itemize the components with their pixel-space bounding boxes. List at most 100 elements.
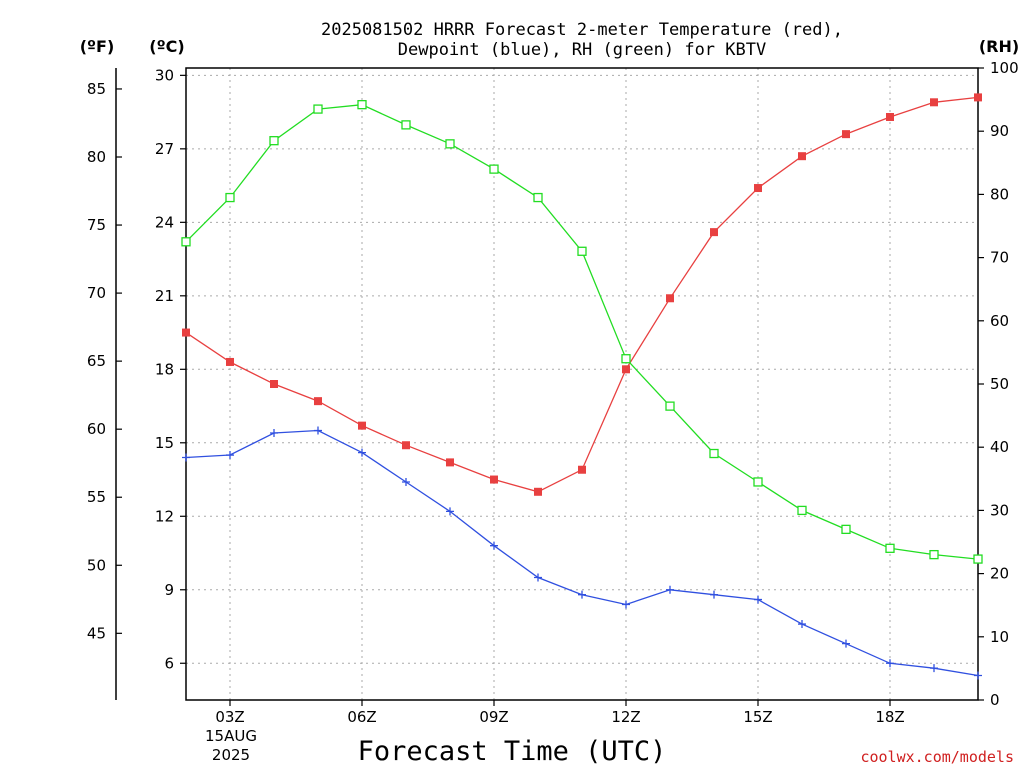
rh-point xyxy=(885,543,895,553)
rh-tick-label: 100 xyxy=(990,59,1019,77)
rh-point xyxy=(797,505,807,516)
celsius-tick-label: 15 xyxy=(155,434,174,452)
dewpoint-point xyxy=(798,620,806,629)
celsius-tick-label: 24 xyxy=(155,213,174,231)
x-tick-label: 18Z xyxy=(875,708,904,726)
date-label-year: 2025 xyxy=(212,746,250,764)
rh-tick-label: 50 xyxy=(990,375,1009,393)
fahrenheit-tick-label: 65 xyxy=(87,352,106,370)
rh-point xyxy=(621,354,631,364)
data-series xyxy=(181,93,983,680)
rh-point xyxy=(973,554,983,564)
rh-tick-label: 20 xyxy=(990,565,1009,583)
dewpoint-point xyxy=(578,590,586,599)
temperature-point xyxy=(710,228,718,237)
rh-point xyxy=(929,549,939,560)
rh-tick-label: 10 xyxy=(990,628,1009,646)
rh-tick-label: 80 xyxy=(990,185,1009,203)
celsius-tick-label: 9 xyxy=(164,581,174,599)
chart-title-line-2: Dewpoint (blue), RH (green) for KBTV xyxy=(398,40,766,60)
chart-title-line-1: 2025081502 HRRR Forecast 2-meter Tempera… xyxy=(321,20,843,40)
dewpoint-point xyxy=(886,659,894,668)
temperature-point xyxy=(490,475,498,484)
rh-tick-label: 30 xyxy=(990,501,1009,519)
dewpoint-point xyxy=(754,595,762,604)
rh-point xyxy=(269,136,279,146)
x-axis-title: Forecast Time (UTC) xyxy=(358,736,667,767)
rh-tick-label: 0 xyxy=(990,691,1000,709)
temperature-point xyxy=(842,130,850,139)
fahrenheit-tick-label: 70 xyxy=(87,284,106,302)
rh-point xyxy=(841,524,851,535)
rh-tick-label: 60 xyxy=(990,312,1009,330)
dewpoint-point xyxy=(490,541,498,550)
dewpoint-point xyxy=(446,507,454,516)
rh-point xyxy=(181,237,191,247)
x-tick-label: 15Z xyxy=(743,708,772,726)
dewpoint-point xyxy=(710,590,718,599)
rh-point xyxy=(445,139,455,149)
dewpoint-point xyxy=(358,448,366,457)
dewpoint-point xyxy=(270,428,278,437)
rh-point xyxy=(577,246,587,256)
temperature-point xyxy=(534,487,542,496)
dewpoint-point xyxy=(842,639,850,648)
dewpoint-point xyxy=(622,600,630,609)
rh-point xyxy=(709,448,719,459)
temperature-point xyxy=(402,441,410,450)
dewpoint-point xyxy=(974,671,982,680)
celsius-tick-label: 30 xyxy=(155,66,174,84)
temperature-point xyxy=(270,380,278,388)
temperature-point xyxy=(622,365,630,374)
dewpoint-point xyxy=(930,664,938,673)
temperature-point xyxy=(666,294,674,303)
dewpoint-point xyxy=(666,585,674,594)
celsius-tick-label: 27 xyxy=(155,140,174,158)
temperature-point xyxy=(886,112,894,121)
celsius-tick-label: 12 xyxy=(155,507,174,525)
temperature-point xyxy=(358,421,366,430)
grid-lines xyxy=(186,68,978,700)
fahrenheit-tick-label: 60 xyxy=(87,420,106,438)
celsius-tick-label: 6 xyxy=(164,654,174,672)
fahrenheit-tick-label: 85 xyxy=(87,80,106,98)
dewpoint-point xyxy=(402,477,410,486)
celsius-tick-label: 18 xyxy=(155,360,174,378)
fahrenheit-tick-label: 75 xyxy=(87,216,106,234)
fahrenheit-tick-label: 55 xyxy=(87,488,106,506)
temperature-point xyxy=(314,397,322,406)
rh-point xyxy=(313,104,323,114)
rh-tick-label: 40 xyxy=(990,438,1009,456)
temperature-point xyxy=(182,328,190,337)
rh-point xyxy=(489,164,499,174)
temperature-point xyxy=(798,152,806,161)
rh-tick-label: 70 xyxy=(990,249,1009,267)
temperature-point xyxy=(974,93,982,102)
temperature-point xyxy=(930,98,938,107)
temperature-point xyxy=(226,357,234,366)
x-tick-label: 06Z xyxy=(347,708,376,726)
temperature-point xyxy=(446,458,454,467)
x-tick-label: 12Z xyxy=(611,708,640,726)
fahrenheit-tick-label: 80 xyxy=(87,148,106,166)
x-tick-label: 09Z xyxy=(479,708,508,726)
rh-point xyxy=(753,477,763,487)
credit-text: coolwx.com/models xyxy=(860,748,1014,766)
rh-tick-label: 90 xyxy=(990,122,1009,140)
rh-point xyxy=(533,192,543,203)
temperature-point xyxy=(578,465,586,474)
date-label-day: 15AUG xyxy=(205,727,257,745)
fahrenheit-tick-label: 50 xyxy=(87,556,106,574)
rh-point xyxy=(665,401,675,411)
fahrenheit-tick-label: 45 xyxy=(87,624,106,642)
rh-point xyxy=(357,100,367,110)
dewpoint-point xyxy=(182,453,190,462)
temperature-point xyxy=(754,184,762,193)
dewpoint-point xyxy=(534,573,542,582)
fahrenheit-axis-label: (ºF) xyxy=(80,37,115,56)
axis-ticks: 03Z 06Z 09Z 12Z 15Z 18Z 6 9 12 15 18 21 24 27 30 45 50 55… xyxy=(87,59,1019,726)
rh-point xyxy=(401,120,411,130)
dewpoint-point xyxy=(226,451,234,460)
dewpoint-point xyxy=(314,426,322,435)
